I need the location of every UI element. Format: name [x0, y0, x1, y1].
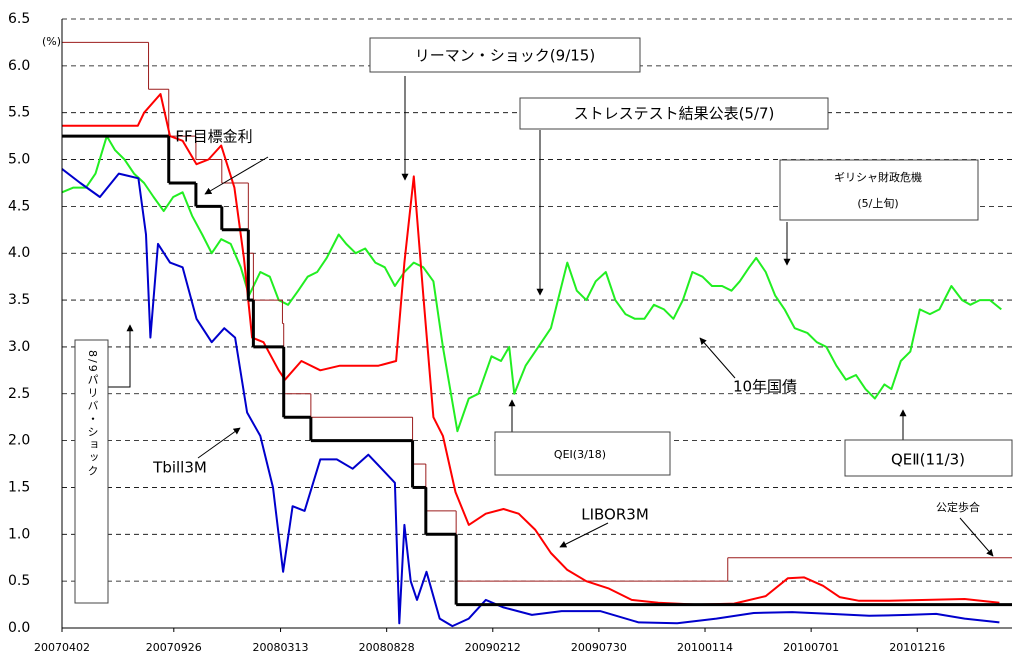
- arrow: [108, 324, 134, 388]
- series-label: 公定歩合: [936, 500, 980, 514]
- annotation-box: [74, 339, 109, 604]
- series-line: [62, 93, 1000, 606]
- arrow: [699, 337, 736, 379]
- x-tick-label: 20100701: [783, 641, 839, 654]
- y-tick-label: 2.5: [8, 386, 30, 402]
- grid: 0.0 0.5 1.0 1.5 2.0 2.5 3.0 3.5 4.0 4.5 5.0 5.5 6.0 6…: [8, 11, 1012, 654]
- arrow: [559, 522, 609, 548]
- y-tick-label: 1.5: [8, 479, 30, 495]
- x-tick-label: 20090212: [465, 641, 521, 654]
- series-label: 10年国債: [733, 378, 797, 396]
- annotation-box: [494, 431, 671, 476]
- y-tick-label: 0.5: [8, 573, 30, 589]
- arrow: [204, 156, 269, 195]
- x-tick-label: 20080828: [359, 641, 415, 654]
- plot: [61, 41, 1012, 628]
- annotation-box: [844, 439, 1013, 477]
- unit-label: (%): [42, 35, 61, 48]
- annotation-box: [519, 97, 829, 130]
- y-tick-label: 5.0: [8, 152, 30, 168]
- x-tick-label: 20070402: [34, 641, 90, 654]
- y-tick-label: 4.0: [8, 245, 30, 261]
- y-tick-label: 0.0: [8, 620, 30, 636]
- y-tick-label: 4.5: [8, 198, 30, 214]
- arrow: [959, 517, 994, 557]
- annotation-box: [369, 37, 641, 73]
- annotations: 公定歩合 FF目標金利 LIBOR3M Tbill3M 10年国債 リーマン・ショック(9…: [74, 37, 1013, 604]
- x-tick-label: 20100114: [677, 641, 733, 654]
- y-tick-label: 6.5: [8, 11, 30, 27]
- annotation-text: 8/9パリバ・ショック: [86, 350, 99, 478]
- series-line: [61, 168, 1000, 628]
- x-tick-label: 20070926: [146, 641, 202, 654]
- y-tick-label: 1.0: [8, 526, 30, 542]
- annotation-box: [779, 159, 979, 221]
- y-tick-label: 3.0: [8, 339, 30, 355]
- x-tick-label: 20101216: [889, 641, 945, 654]
- annotation-text: リーマン・ショック(9/15): [415, 47, 595, 65]
- y-tick-label: 3.5: [8, 292, 30, 308]
- series-label: FF目標金利: [175, 128, 252, 146]
- x-tick-label: 20080313: [253, 641, 309, 654]
- annotation-text: ギリシャ財政危機: [834, 170, 922, 184]
- series-label: LIBOR3M: [581, 506, 649, 524]
- annotation-text: QEⅡ(11/3): [891, 451, 965, 469]
- y-tick-label: 6.0: [8, 58, 30, 74]
- annotation-text: (5/上旬): [857, 197, 898, 210]
- x-tick-label: 20090730: [571, 641, 627, 654]
- annotation-text: QEⅠ(3/18): [554, 448, 606, 461]
- series-label: Tbill3M: [152, 459, 207, 477]
- y-tick-label: 5.5: [8, 105, 30, 121]
- y-tick-label: 2.0: [8, 433, 30, 449]
- series-line: [61, 135, 1002, 433]
- arrow: [197, 427, 241, 459]
- annotation-text: ストレステスト結果公表(5/7): [574, 105, 775, 123]
